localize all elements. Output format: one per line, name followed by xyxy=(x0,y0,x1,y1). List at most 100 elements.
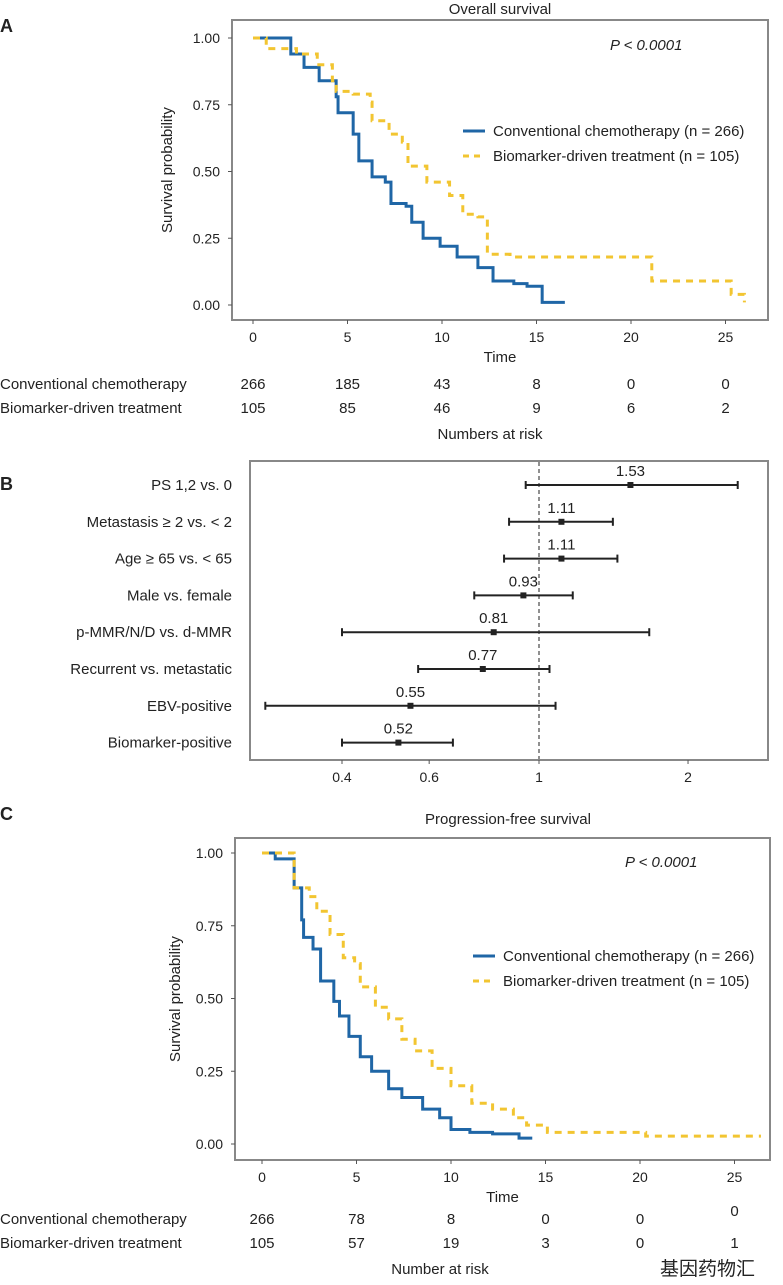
point-estimate xyxy=(558,518,565,525)
point-estimate xyxy=(479,666,486,672)
chart-title: Progression-free survival xyxy=(425,811,591,828)
estimate-label: 1.11 xyxy=(547,500,575,517)
risk-table-title: Numbers at risk xyxy=(437,426,543,443)
estimate-label: 0.81 xyxy=(479,610,508,627)
series-line-conventional xyxy=(262,851,533,1140)
point-estimate xyxy=(627,482,634,488)
risk-value: 1 xyxy=(730,1235,738,1252)
x-tick-label: 0 xyxy=(258,1169,266,1185)
y-axis-label: Survival probability xyxy=(167,936,184,1062)
panel-letter: A xyxy=(0,16,13,36)
watermark: 基因药物汇 xyxy=(660,1258,755,1280)
risk-value: 8 xyxy=(447,1211,455,1228)
risk-row-label: Biomarker-driven treatment xyxy=(0,400,183,417)
y-tick-label: 1.00 xyxy=(193,30,220,46)
y-axis-label: Survival probability xyxy=(159,107,176,233)
x-tick-label: 0.6 xyxy=(419,769,439,785)
forest-row-label: PS 1,2 vs. 0 xyxy=(151,477,232,494)
risk-value: 19 xyxy=(443,1235,460,1252)
chart-title: Overall survival xyxy=(449,1,552,18)
y-tick-label: 0.75 xyxy=(196,918,223,934)
y-tick-label: 0.25 xyxy=(196,1063,223,1079)
y-tick-label: 0.50 xyxy=(193,164,220,180)
x-axis-label: Time xyxy=(486,1189,519,1206)
panel-letter: B xyxy=(0,474,13,494)
risk-table-title: Number at risk xyxy=(391,1261,489,1278)
risk-value: 57 xyxy=(348,1235,365,1252)
forest-row-label: EBV-positive xyxy=(147,698,232,715)
p-value: P < 0.0001 xyxy=(625,854,697,871)
x-tick-label: 5 xyxy=(353,1169,361,1185)
x-tick-label: 25 xyxy=(718,329,734,345)
y-tick-label: 0.25 xyxy=(193,230,220,246)
plot-frame xyxy=(249,460,769,761)
risk-value: 78 xyxy=(348,1211,365,1228)
risk-value: 0 xyxy=(636,1211,644,1228)
risk-value: 8 xyxy=(532,376,540,393)
risk-value: 46 xyxy=(434,400,451,417)
series-line-biomarker xyxy=(262,851,761,1138)
risk-row-label: Conventional chemotherapy xyxy=(0,376,187,393)
y-tick-label: 0.00 xyxy=(196,1136,223,1152)
x-tick-label: 10 xyxy=(434,329,450,345)
plot-frame xyxy=(234,837,771,1161)
panel-letter: C xyxy=(0,804,13,824)
risk-value: 3 xyxy=(541,1235,549,1252)
risk-value: 85 xyxy=(339,400,356,417)
risk-row-label: Conventional chemotherapy xyxy=(0,1211,187,1228)
x-tick-label: 1 xyxy=(535,769,543,785)
risk-value: 43 xyxy=(434,376,451,393)
risk-value: 185 xyxy=(335,376,360,393)
risk-value: 105 xyxy=(240,400,265,417)
risk-value: 6 xyxy=(627,400,635,417)
x-tick-label: 20 xyxy=(632,1169,648,1185)
x-tick-label: 5 xyxy=(344,329,352,345)
forest-row-label: Metastasis ≥ 2 vs. < 2 xyxy=(87,514,232,531)
x-tick-label: 25 xyxy=(727,1169,743,1185)
estimate-label: 1.11 xyxy=(547,537,575,554)
x-tick-label: 15 xyxy=(529,329,545,345)
plot-frame xyxy=(231,19,769,321)
estimate-label: 0.52 xyxy=(384,721,413,738)
point-estimate xyxy=(407,702,414,709)
p-value: P < 0.0001 xyxy=(610,37,682,54)
point-estimate xyxy=(558,555,565,562)
risk-value: 266 xyxy=(249,1211,274,1228)
x-tick-label: 20 xyxy=(623,329,639,345)
series-line-conventional xyxy=(253,36,565,304)
x-tick-label: 0 xyxy=(249,329,257,345)
point-estimate xyxy=(520,592,527,599)
risk-value: 0 xyxy=(541,1211,549,1228)
x-tick-label: 0.4 xyxy=(332,769,352,785)
x-tick-label: 15 xyxy=(538,1169,554,1185)
point-estimate xyxy=(395,739,402,746)
y-tick-label: 0.75 xyxy=(193,97,220,113)
estimate-label: 0.55 xyxy=(396,684,425,701)
forest-row-label: p-MMR/N/D vs. d-MMR xyxy=(76,624,232,641)
forest-row-label: Biomarker-positive xyxy=(108,735,232,752)
forest-row-label: Recurrent vs. metastatic xyxy=(70,661,232,678)
risk-value: 9 xyxy=(532,400,540,417)
estimate-label: 0.77 xyxy=(468,647,497,664)
x-tick-label: 10 xyxy=(443,1169,459,1185)
risk-value: 0 xyxy=(627,376,635,393)
forest-row-label: Age ≥ 65 vs. < 65 xyxy=(115,551,232,568)
risk-value: 105 xyxy=(249,1235,274,1252)
forest-row-label: Male vs. female xyxy=(127,587,232,604)
risk-value: 0 xyxy=(721,376,729,393)
legend-label: Conventional chemotherapy (n = 266) xyxy=(503,948,754,965)
risk-value: 2 xyxy=(721,400,729,417)
y-tick-label: 1.00 xyxy=(196,845,223,861)
risk-value: 266 xyxy=(240,376,265,393)
y-tick-label: 0.50 xyxy=(196,991,223,1007)
x-axis-label: Time xyxy=(484,349,517,366)
risk-value: 0 xyxy=(636,1235,644,1252)
legend-label: Biomarker-driven treatment (n = 105) xyxy=(503,973,749,990)
estimate-label: 1.53 xyxy=(616,463,645,480)
y-tick-label: 0.00 xyxy=(193,297,220,313)
legend-label: Biomarker-driven treatment (n = 105) xyxy=(493,148,739,165)
series-line-biomarker xyxy=(253,36,746,303)
estimate-label: 0.93 xyxy=(509,573,538,590)
x-tick-label: 2 xyxy=(684,769,692,785)
